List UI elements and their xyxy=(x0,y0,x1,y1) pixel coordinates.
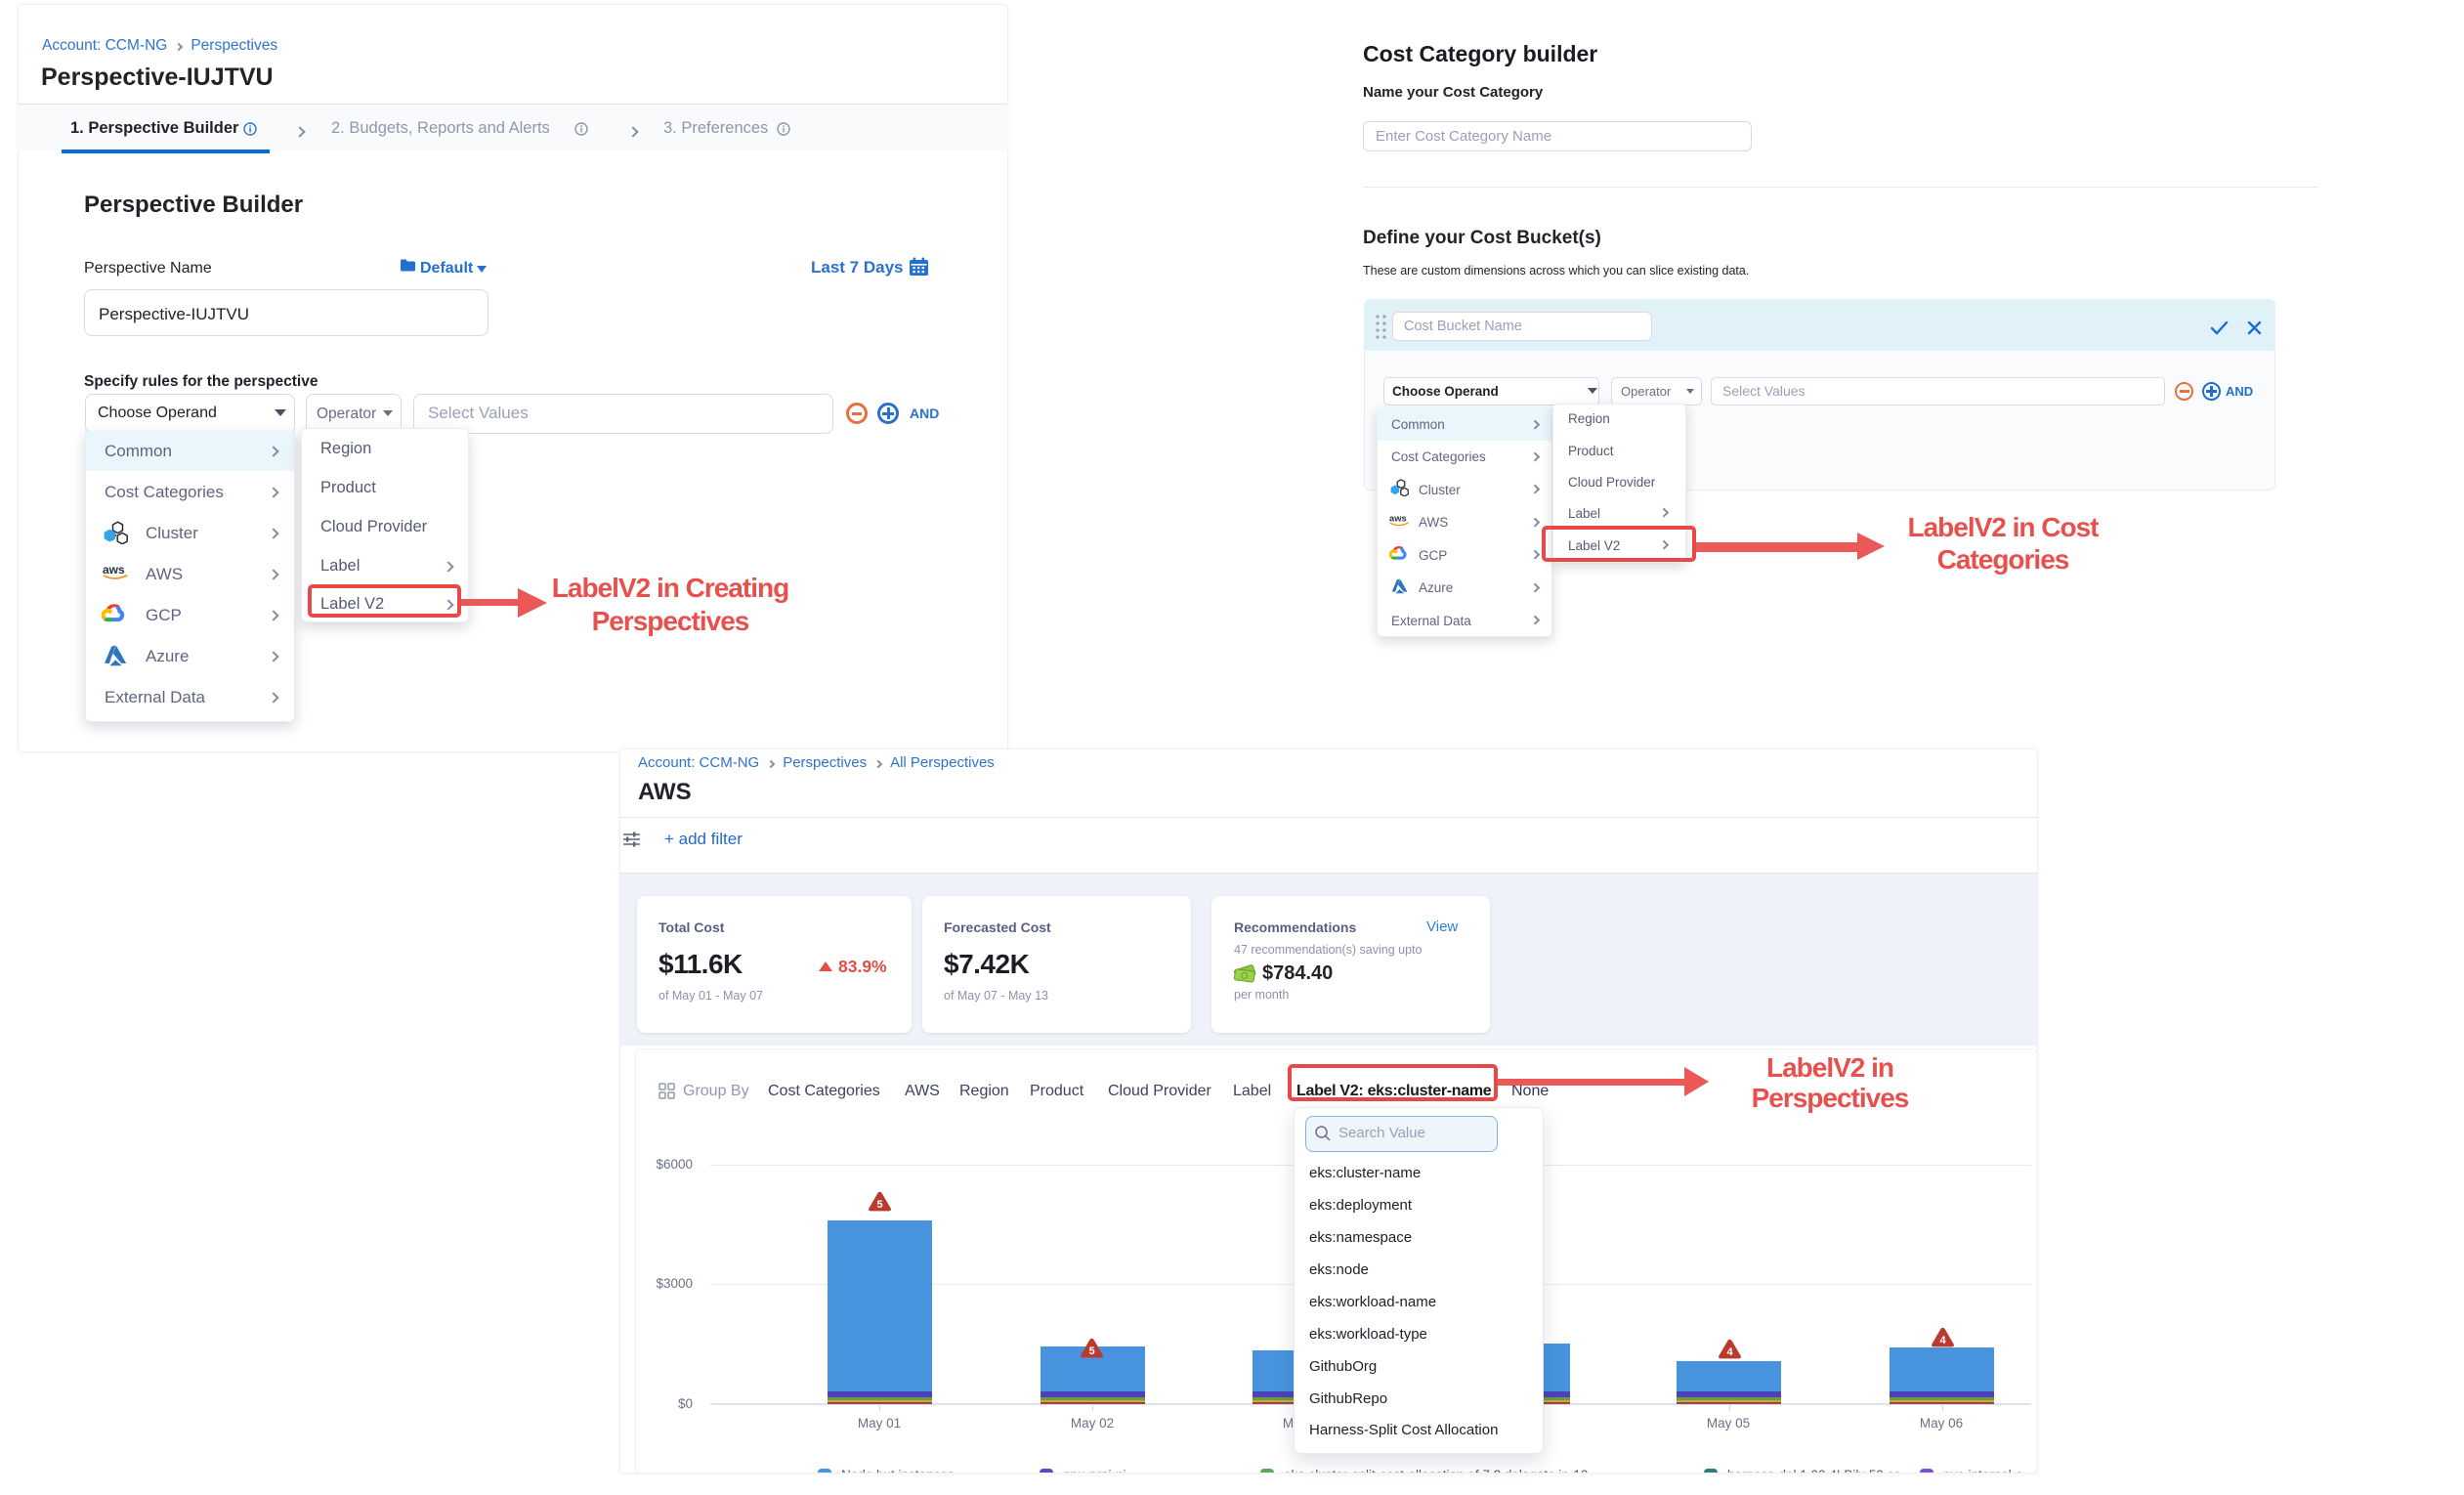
svg-text:5: 5 xyxy=(876,1199,882,1211)
svg-text:aws: aws xyxy=(103,563,125,577)
svg-text:aws: aws xyxy=(1389,514,1407,524)
svg-text:4: 4 xyxy=(1726,1346,1733,1358)
svg-text:5: 5 xyxy=(1088,1346,1094,1357)
svg-text:4: 4 xyxy=(1939,1335,1946,1346)
